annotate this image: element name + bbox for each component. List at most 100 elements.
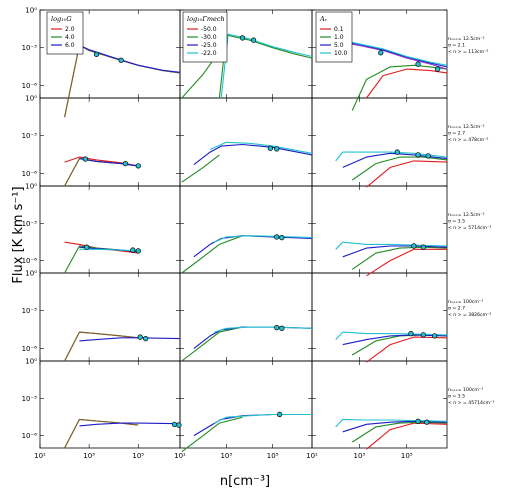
- row-parameter-label: nₘₒₓ= 12.5cm⁻³: [448, 36, 485, 42]
- row-parameter-label: σ = 3.5: [448, 219, 465, 225]
- legend-entry: 10.0: [334, 50, 348, 57]
- y-tick-label: 10⁻³: [22, 132, 38, 140]
- series-line: [351, 421, 448, 443]
- legend-entry: 6.0: [65, 42, 75, 49]
- row-parameter-label: < n > = 478cm⁻³: [448, 137, 488, 143]
- panel: [39, 360, 181, 449]
- series-line: [79, 422, 181, 427]
- x-tick-label: 10¹: [306, 452, 318, 460]
- panel-frame: [311, 97, 448, 187]
- panel-frame: [179, 97, 313, 187]
- panel: [311, 185, 448, 274]
- row-parameter-label: σ = 2.7: [448, 306, 465, 312]
- data-point-marker: [415, 152, 421, 158]
- series-line: [193, 413, 312, 437]
- panel-frame: [39, 360, 181, 449]
- series-line: [213, 235, 313, 243]
- series-line: [335, 39, 448, 68]
- y-tick-label: 10⁰: [25, 270, 37, 278]
- data-point-marker: [176, 422, 182, 428]
- data-point-marker: [434, 66, 441, 72]
- series-line: [213, 413, 312, 424]
- y-tick-label: 10⁻³: [22, 307, 38, 315]
- data-point-marker: [424, 419, 430, 425]
- data-point-marker: [137, 334, 143, 340]
- y-tick-label: 10⁻³: [22, 220, 38, 228]
- y-tick-label: 10⁻⁶: [22, 82, 38, 90]
- panel: [311, 272, 448, 362]
- data-point-marker: [431, 333, 438, 339]
- row-parameter-label: σ = 3.5: [448, 394, 465, 400]
- y-tick-label: 10⁻³: [22, 44, 38, 52]
- data-point-marker: [135, 163, 141, 169]
- series-line: [64, 331, 139, 362]
- legend-entry: 5.0: [334, 42, 344, 49]
- y-tick-label: 10⁻⁶: [22, 432, 38, 440]
- y-tick-label: 10⁻⁶: [22, 345, 38, 353]
- y-tick-label: 10⁻³: [22, 395, 38, 403]
- panel-frame: [311, 360, 448, 449]
- row-parameter-label: nₘₒₓ= 12.5cm⁻³: [448, 212, 485, 218]
- plot-area: 10⁰ 10⁻³ 10⁻⁶ 10⁰ 10⁻³ 10⁻⁶ 10⁰ 10⁻³ 10⁻⁶ 10⁰ 10⁻³…: [22, 7, 495, 461]
- legend: Aᵥ 0.11.05.010.0: [315, 11, 353, 63]
- series-line: [335, 38, 448, 66]
- row-parameter-label: nₘₒₓ= 100cm⁻³: [448, 299, 483, 305]
- legend-entry: 2.0: [65, 26, 75, 33]
- y-tick-label: 10⁰: [25, 95, 37, 103]
- panel-frame: [311, 185, 448, 274]
- data-point-marker: [239, 35, 246, 41]
- data-point-marker: [267, 145, 274, 151]
- series-line: [342, 152, 448, 168]
- data-point-marker: [420, 332, 426, 338]
- data-point-marker: [84, 244, 90, 250]
- series-line: [366, 248, 447, 277]
- series-line: [214, 326, 313, 333]
- series-line: [79, 337, 181, 342]
- x-tick-label: 10¹: [174, 452, 186, 460]
- series-line: [335, 41, 448, 70]
- data-point-marker: [408, 330, 414, 337]
- series-line: [366, 336, 448, 363]
- panel: [179, 97, 313, 187]
- series-line: [351, 156, 448, 181]
- series-line: [366, 422, 448, 450]
- legend-entry: -22.0: [201, 50, 217, 57]
- legend: log₁₀Γmech -50.0-30.0-25.0-22.0: [182, 11, 228, 63]
- series-line: [351, 64, 448, 111]
- series-line: [181, 154, 220, 183]
- data-point-marker: [122, 160, 129, 167]
- panel-frame: [39, 97, 181, 187]
- series-line: [64, 241, 139, 254]
- panel-frame: [39, 185, 181, 274]
- data-point-marker: [118, 57, 124, 63]
- legend-entry: -25.0: [201, 42, 217, 49]
- legend-entry: 4.0: [65, 34, 75, 41]
- legend-entry: -30.0: [201, 34, 217, 41]
- row-parameter-label: < n > = 5714cm⁻³: [448, 225, 491, 231]
- legend-entry: 0.1: [334, 26, 344, 33]
- data-point-marker: [135, 248, 141, 254]
- data-point-marker: [276, 411, 283, 418]
- data-point-marker: [378, 50, 384, 56]
- series-line: [366, 68, 448, 99]
- row-parameter-label: < n > = 113cm⁻³: [448, 49, 488, 55]
- data-point-marker: [93, 51, 100, 57]
- data-point-marker: [274, 234, 280, 240]
- panel: [311, 97, 448, 187]
- series-line: [181, 235, 243, 274]
- data-point-marker: [420, 244, 426, 250]
- series-line: [181, 416, 243, 453]
- x-tick-label: 10⁵: [267, 452, 279, 460]
- panel-frame: [311, 272, 448, 362]
- y-tick-label: 10⁻⁶: [22, 170, 38, 178]
- series-line: [64, 418, 139, 449]
- series-line: [220, 33, 313, 99]
- data-point-marker: [394, 149, 400, 155]
- data-point-marker: [171, 421, 178, 427]
- data-point-marker: [425, 153, 431, 159]
- y-tick-label: 10⁰: [25, 183, 37, 191]
- panel: [179, 360, 313, 449]
- series-line: [79, 44, 181, 73]
- y-axis-label: Flux [K km s⁻¹]: [11, 186, 26, 283]
